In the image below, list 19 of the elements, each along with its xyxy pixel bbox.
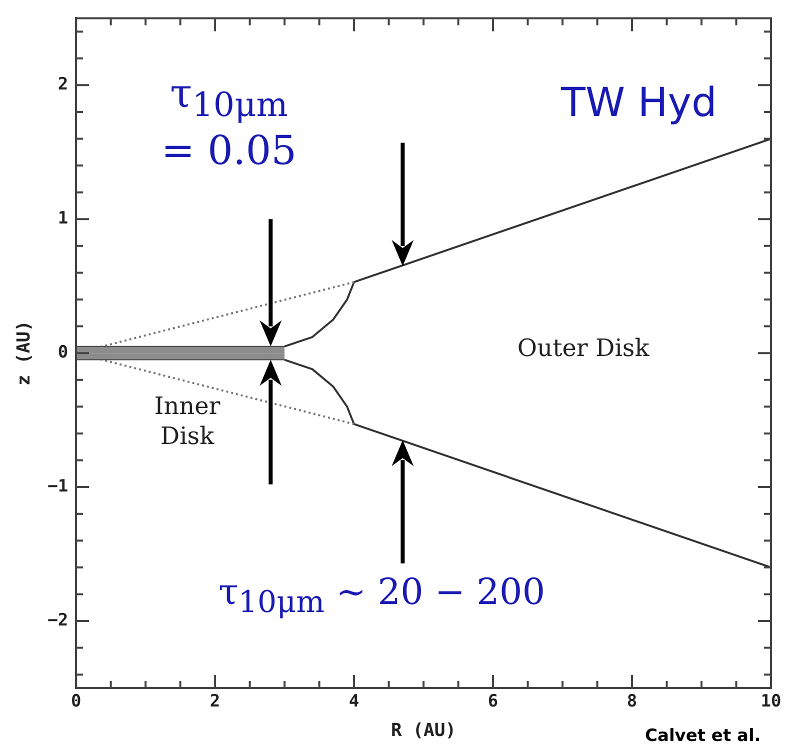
annotation: τ$_{10μm}$ = 0.05 (161, 70, 297, 176)
y-axis-title: z (AU) (13, 320, 34, 386)
x-axis-title: R (AU) (391, 720, 456, 741)
text: Calvet et al. (645, 726, 761, 748)
x-tick-label: 4 (348, 692, 360, 712)
x-tick-label: 0 (70, 692, 82, 712)
x-tick-label: 10 (760, 692, 782, 712)
x-tick-label: 6 (488, 692, 498, 712)
annotation: τ$_{10μm}$ ∼ 20 − 200 (218, 571, 546, 622)
y-tick-label: −1 (48, 476, 68, 496)
annotation: Outer Disk (517, 333, 650, 363)
y-tick-label: 1 (58, 208, 68, 229)
annotation: Inner Disk (154, 390, 220, 451)
x-tick-label: 2 (210, 692, 220, 712)
y-tick-label: 0 (58, 342, 68, 363)
y-tick-label: −2 (48, 610, 68, 630)
y-tick-label: 2 (58, 74, 68, 95)
annotation: TW Hyd (561, 79, 717, 128)
x-tick-label: 8 (626, 692, 638, 712)
